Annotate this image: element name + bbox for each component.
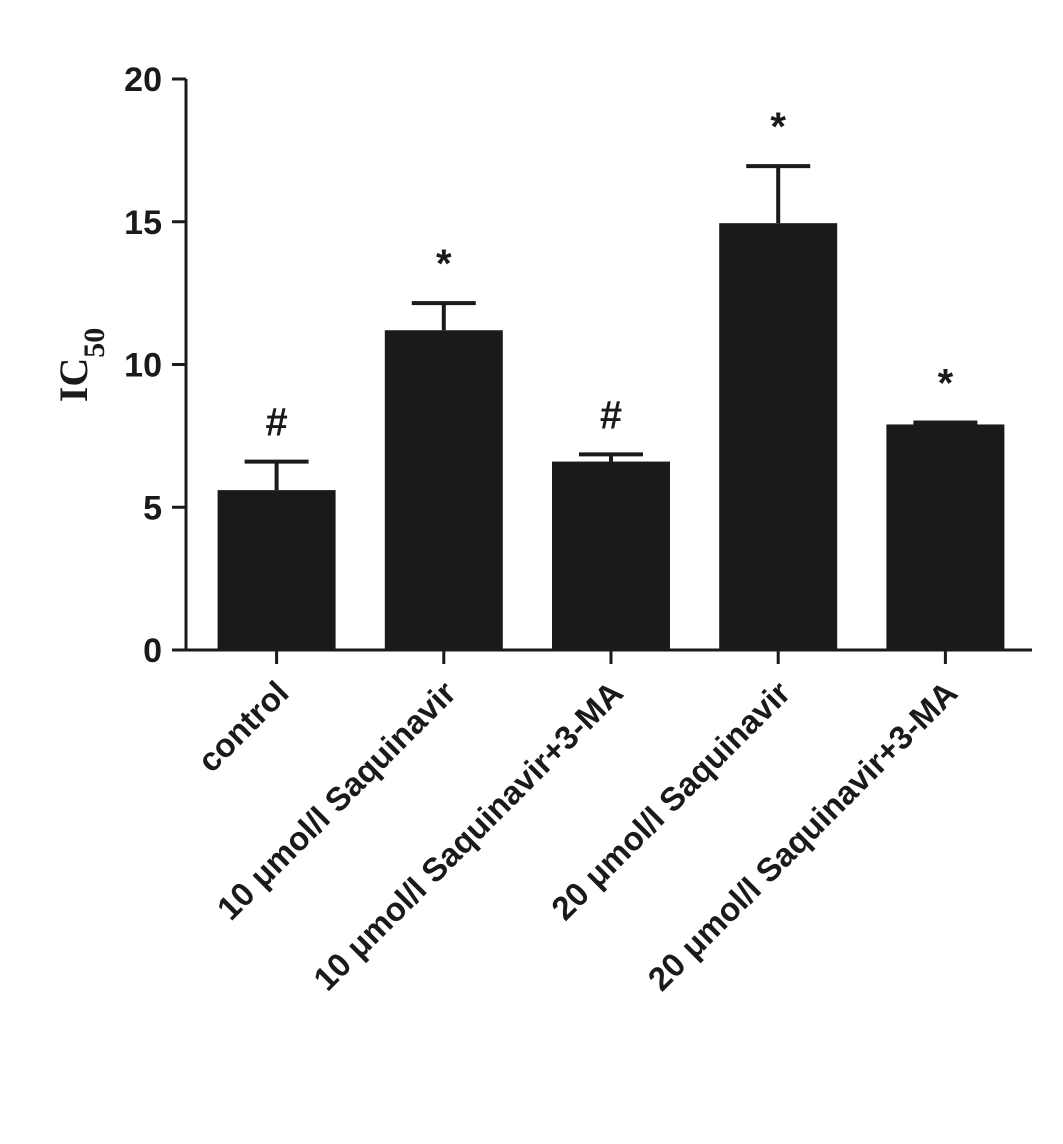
y-tick-label: 0 (143, 632, 162, 670)
x-tick-label: 10 μmol/l Saquinavir+3-MA (306, 674, 630, 998)
bar (217, 490, 336, 650)
significance-mark: * (770, 105, 786, 149)
y-tick-label: 15 (124, 204, 162, 242)
significance-mark: * (436, 242, 452, 286)
significance-mark: # (600, 393, 622, 437)
bar (384, 330, 503, 650)
x-tick-label: control (190, 674, 295, 779)
y-tick-label: 10 (124, 347, 162, 385)
significance-mark: # (265, 401, 287, 445)
bar (719, 223, 838, 651)
y-axis-label: IC50 (51, 328, 111, 402)
bar (552, 461, 670, 650)
y-axis-label-main: IC (51, 358, 96, 402)
y-tick-label: 20 (124, 61, 162, 99)
y-axis: 0 5 10 15 20 (124, 61, 188, 670)
significance-mark: * (938, 361, 954, 405)
x-tick-label: 20 μmol/l Saquinavir+3-MA (641, 674, 965, 998)
y-tick-label: 5 (143, 489, 162, 527)
bar (886, 424, 1005, 650)
y-axis-label-sub: 50 (78, 328, 111, 358)
bars: # * # * * (217, 105, 1005, 651)
